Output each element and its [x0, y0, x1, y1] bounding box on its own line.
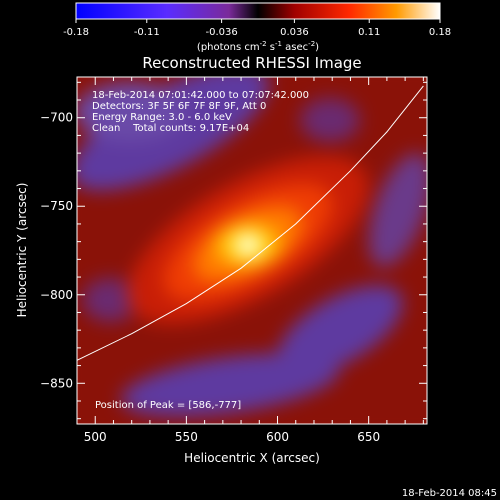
unit-prefix: (photons cm: [197, 42, 260, 53]
unit-mid: s: [267, 42, 275, 53]
colorbar-tick-label: 0.036: [280, 27, 309, 38]
x-tick-label: 500: [84, 430, 107, 444]
axis-ticks: 500 550 600 650 −700 −750 −800 −850: [40, 77, 427, 444]
colorbar: [75, 2, 441, 20]
peak-position-label: Position of Peak = [586,-777]: [95, 400, 241, 411]
info-line-detectors: Detectors: 3F 5F 6F 7F 8F 9F, Att 0: [92, 101, 266, 112]
info-line-energy: Energy Range: 3.0 - 6.0 keV: [92, 112, 232, 123]
info-line-time: 18-Feb-2014 07:01:42.000 to 07:07:42.000: [92, 90, 309, 101]
y-tick-label: −700: [40, 111, 73, 125]
chart-title: Reconstructed RHESSI Image: [142, 54, 361, 72]
colorbar-tick-label: -0.11: [134, 27, 160, 38]
info-line-counts: Clean Total counts: 9.17E+04: [92, 123, 249, 134]
unit-suffix: ): [315, 42, 319, 53]
unit-exp2: -1: [275, 40, 282, 48]
x-tick-label: 550: [175, 430, 198, 444]
x-axis-title: Heliocentric X (arcsec): [184, 451, 320, 465]
y-tick-label: −800: [40, 288, 73, 302]
x-tick-label: 650: [357, 430, 380, 444]
colorbar-unit-label: (photons cm-2 s-1 asec-2): [197, 40, 319, 53]
colorbar-tick-label: 0.11: [358, 27, 380, 38]
colorbar-tick-label: 0.18: [429, 27, 451, 38]
x-tick-label: 600: [266, 430, 289, 444]
colorbar-ticks: -0.18 -0.11 -0.036 0.036 0.11 0.18: [63, 19, 451, 38]
unit-exp1: -2: [260, 40, 267, 48]
colorbar-tick-label: -0.036: [205, 27, 237, 38]
y-tick-label: −850: [40, 376, 73, 390]
unit-exp3: -2: [308, 40, 315, 48]
solar-limb-line: [77, 85, 424, 361]
plot-frame: [76, 76, 428, 425]
unit-mid2: asec: [282, 42, 308, 53]
timestamp: 18-Feb-2014 08:45: [402, 488, 497, 499]
heatmap-image: [77, 77, 427, 424]
y-tick-label: −750: [40, 199, 73, 213]
y-axis-title: Heliocentric Y (arcsec): [15, 183, 29, 318]
colorbar-tick-label: -0.18: [63, 27, 89, 38]
